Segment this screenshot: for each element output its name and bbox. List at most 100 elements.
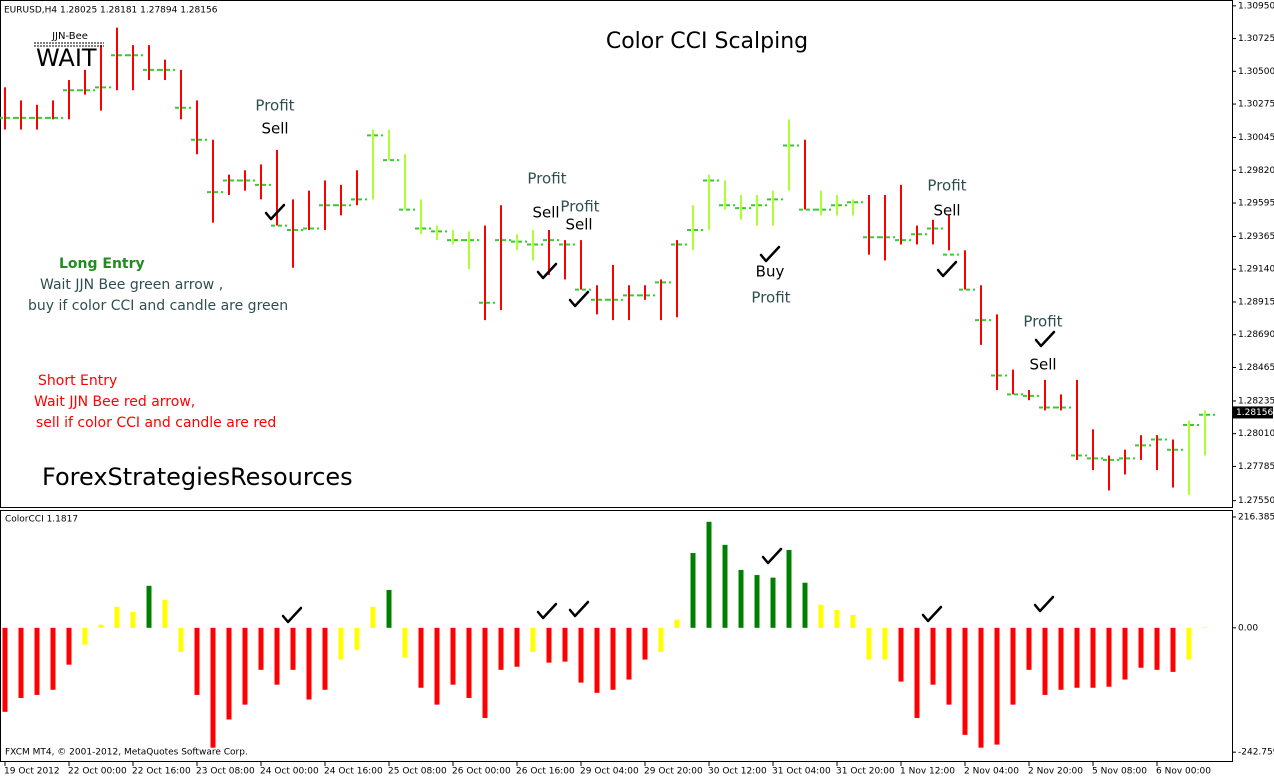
checkmark — [761, 547, 783, 565]
x-tick-label: 31 Oct 04:00 — [772, 767, 831, 777]
cci-bar — [114, 606, 120, 628]
annotation: Profit — [927, 177, 966, 195]
cci-bar — [722, 544, 728, 628]
cci-bar — [338, 627, 344, 660]
cci-bar — [1090, 627, 1096, 688]
y-tick-label: 1.29365 — [1238, 232, 1274, 242]
note: Long Entry — [59, 256, 145, 272]
signal: WAIT — [36, 44, 97, 72]
cci-bar — [594, 627, 600, 693]
cci-title: ColorCCI 1.1817 — [5, 515, 78, 525]
cci-bar — [1010, 627, 1016, 705]
cci-bar — [866, 627, 872, 660]
x-tick-label: 2 Nov 20:00 — [1028, 767, 1083, 777]
y-tick-label: 1.28010 — [1238, 429, 1274, 439]
cci-bar — [2, 627, 8, 712]
cci-bar — [1154, 627, 1160, 670]
watermark: ForexStrategiesResources — [42, 463, 353, 491]
y-tick-label: 1.28690 — [1238, 330, 1274, 340]
cci-bar — [882, 627, 888, 660]
checkmark — [568, 600, 590, 618]
footer: FXCM MT4, © 2001-2012, MetaQuotes Softwa… — [5, 748, 248, 758]
x-tick-label: 29 Oct 20:00 — [644, 767, 703, 777]
cci-bar — [642, 627, 648, 660]
cci-bar — [962, 627, 968, 735]
cci-bar — [818, 604, 824, 628]
checkmark — [936, 260, 958, 278]
annotation: Sell — [1029, 356, 1056, 374]
cci-bar — [306, 627, 312, 700]
cci-bar — [834, 609, 840, 628]
last-price-box — [1233, 406, 1273, 419]
x-tick-label: 23 Oct 08:00 — [196, 767, 255, 777]
checkmark — [536, 262, 558, 280]
y-tick-label: 1.29820 — [1238, 166, 1274, 176]
symbol-label: EURUSD,H4 1.28025 1.28181 1.27894 1.2815… — [4, 6, 218, 16]
y-tick-label: 1.30950 — [1238, 1, 1274, 11]
cci-bar — [930, 627, 936, 685]
y-tick-label: 1.29595 — [1238, 199, 1274, 209]
cci-bar — [146, 585, 152, 628]
cci-bar — [274, 627, 280, 685]
checkmark — [536, 602, 558, 620]
cci-bar — [706, 521, 712, 628]
note: buy if color CCI and candle are green — [28, 298, 288, 314]
cci-bar — [450, 627, 456, 685]
cci-bar — [738, 569, 744, 628]
price-frame — [0, 0, 1233, 508]
cci-bar — [994, 627, 1000, 745]
x-tick-label: 25 Oct 08:00 — [388, 767, 447, 777]
cci-bar — [434, 627, 440, 705]
note: Wait JJN Bee red arrow, — [34, 394, 195, 410]
last-price-label: 1.28156 — [1236, 408, 1273, 418]
x-tick-label: 30 Oct 12:00 — [708, 767, 767, 777]
cci-bar — [498, 627, 504, 670]
checkmark — [921, 605, 943, 623]
cci-bar — [914, 627, 920, 718]
cci-bar — [898, 627, 904, 682]
cci-bar — [226, 627, 232, 720]
cci-bar — [1202, 627, 1208, 628]
y-tick-label: 1.29140 — [1238, 265, 1274, 275]
checkmark — [281, 606, 303, 624]
y-tick-label: 1.30045 — [1238, 133, 1274, 143]
annotation: Profit — [527, 170, 566, 188]
cci-bar — [242, 627, 248, 705]
indicator-label: JJN-Bee — [51, 31, 88, 42]
y-tick-label: 216.385 — [1238, 512, 1274, 522]
cci-bar — [322, 627, 328, 690]
cci-bar — [850, 615, 856, 628]
cci-bar — [290, 627, 296, 670]
checkmark — [759, 245, 781, 263]
x-tick-label: 24 Oct 16:00 — [324, 767, 383, 777]
cci-bar — [770, 577, 776, 628]
y-tick-label: 1.30500 — [1238, 67, 1274, 77]
cci-bar — [258, 627, 264, 670]
x-tick-label: 24 Oct 00:00 — [260, 767, 319, 777]
y-tick-label: 1.27785 — [1238, 462, 1274, 472]
cci-bar — [1170, 627, 1176, 672]
annotation: Sell — [261, 120, 288, 138]
annotation: Sell — [565, 216, 592, 234]
note: sell if color CCI and candle are red — [36, 415, 276, 431]
checkmark — [264, 203, 286, 221]
cci-bar — [482, 627, 488, 718]
x-tick-label: 31 Oct 20:00 — [836, 767, 895, 777]
x-tick-label: 1 Nov 12:00 — [900, 767, 955, 777]
x-tick-label: 22 Oct 16:00 — [132, 767, 191, 777]
note: Short Entry — [38, 373, 117, 389]
cci-bar — [130, 611, 136, 628]
x-tick-label: 19 Oct 2012 — [4, 767, 60, 777]
cci-bar — [546, 627, 552, 663]
x-tick-label: 5 Nov 08:00 — [1092, 767, 1147, 777]
cci-bar — [514, 627, 520, 667]
cci-bar — [354, 627, 360, 650]
chart-title: Color CCI Scalping — [606, 29, 808, 54]
cci-bar — [210, 627, 216, 748]
cci-bar — [578, 627, 584, 683]
x-tick-label: 2 Nov 04:00 — [964, 767, 1019, 777]
cci-bar — [1058, 627, 1064, 690]
cci-bar — [18, 627, 24, 698]
cci-bar — [1042, 627, 1048, 695]
